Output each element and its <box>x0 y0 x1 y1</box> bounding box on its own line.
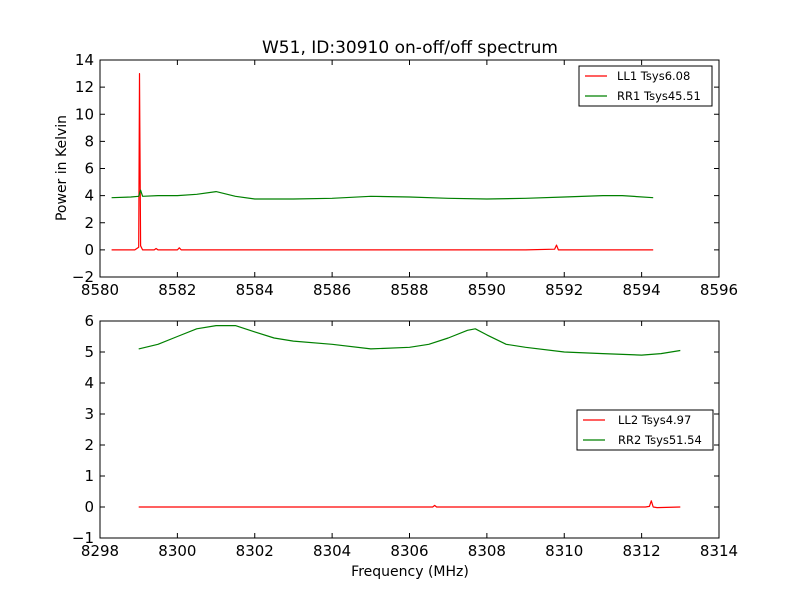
top-ticks: 8580 8582 8584 8586 8588 8590 8592 8594 8596 −2 0 2… <box>72 51 738 299</box>
top-y-tick-label: 2 <box>84 214 94 232</box>
bottom-x-tick-label: 8302 <box>236 542 274 560</box>
bottom-y-tick-label: 0 <box>84 498 94 516</box>
bottom-y-tick-label: −1 <box>72 529 94 547</box>
bottom-x-tick-label: 8312 <box>623 542 661 560</box>
bottom-y-tick-label: 3 <box>84 405 94 423</box>
series-line-rr1 <box>111 189 654 200</box>
top-y-tick-label: −2 <box>72 268 94 286</box>
legend-label-ll2: LL2 Tsys4.97 <box>618 413 691 427</box>
top-x-tick-label: 8584 <box>236 281 274 299</box>
top-y-tick-label: 14 <box>75 51 94 69</box>
top-axes-frame <box>99 59 720 278</box>
top-legend-box <box>578 65 713 107</box>
top-y-tick-label: 6 <box>84 160 94 178</box>
top-y-tick-label: 8 <box>84 132 94 150</box>
legend-label-rr2: RR2 Tsys51.54 <box>618 433 702 447</box>
bottom-panel: Frequency (MHz) 8298 8300 8302 8304 8306 8308… <box>72 312 738 580</box>
bottom-y-tick-label: 5 <box>84 343 94 361</box>
top-series-layer <box>111 72 654 251</box>
legend-label-rr1: RR1 Tsys45.51 <box>617 89 701 103</box>
top-y-tick-label: 10 <box>75 105 94 123</box>
figure-title: W51, ID:30910 on-off/off spectrum <box>262 38 558 58</box>
series-line-ll1 <box>111 72 654 251</box>
top-x-tick-label: 8594 <box>623 281 661 299</box>
top-x-tick-label: 8592 <box>545 281 583 299</box>
top-y-axis-label: Power in Kelvin <box>54 115 70 221</box>
top-x-tick-label: 8588 <box>390 281 428 299</box>
bottom-legend: LL2 Tsys4.97 RR2 Tsys51.54 <box>576 409 714 451</box>
top-y-tick-label: 12 <box>75 78 94 96</box>
bottom-x-tick-label: 8314 <box>700 542 738 560</box>
bottom-x-tick-label: 8310 <box>545 542 583 560</box>
top-y-tick-label: 4 <box>84 187 94 205</box>
bottom-y-tick-label: 6 <box>84 312 94 330</box>
top-x-tick-label: 8586 <box>313 281 351 299</box>
bottom-x-tick-label: 8304 <box>313 542 351 560</box>
top-x-tick-label: 8580 <box>81 281 119 299</box>
bottom-x-tick-label: 8306 <box>390 542 428 560</box>
bottom-x-tick-label: 8300 <box>158 542 196 560</box>
bottom-y-tick-label: 4 <box>84 374 94 392</box>
series-line-ll2 <box>138 500 681 509</box>
series-line-rr2 <box>138 325 681 356</box>
bottom-y-tick-label: 2 <box>84 436 94 454</box>
top-x-tick-label: 8590 <box>468 281 506 299</box>
top-x-tick-label: 8596 <box>700 281 738 299</box>
bottom-legend-box <box>576 409 714 451</box>
top-panel: Power in Kelvin 8580 8582 8584 8586 8588 8590… <box>54 51 738 299</box>
legend-label-ll1: LL1 Tsys6.08 <box>617 69 690 83</box>
bottom-ticks: 8298 8300 8302 8304 8306 8308 8310 8312 8314 −1 0 1… <box>72 312 738 560</box>
bottom-x-tick-label: 8308 <box>468 542 506 560</box>
top-legend: LL1 Tsys6.08 RR1 Tsys45.51 <box>578 65 713 107</box>
bottom-x-axis-label: Frequency (MHz) <box>351 564 469 580</box>
bottom-axes-frame <box>99 320 720 539</box>
bottom-x-tick-label: 8298 <box>81 542 119 560</box>
top-y-tick-label: 0 <box>84 241 94 259</box>
bottom-y-tick-label: 1 <box>84 467 94 485</box>
bottom-series-layer <box>138 325 681 509</box>
top-x-tick-label: 8582 <box>158 281 196 299</box>
